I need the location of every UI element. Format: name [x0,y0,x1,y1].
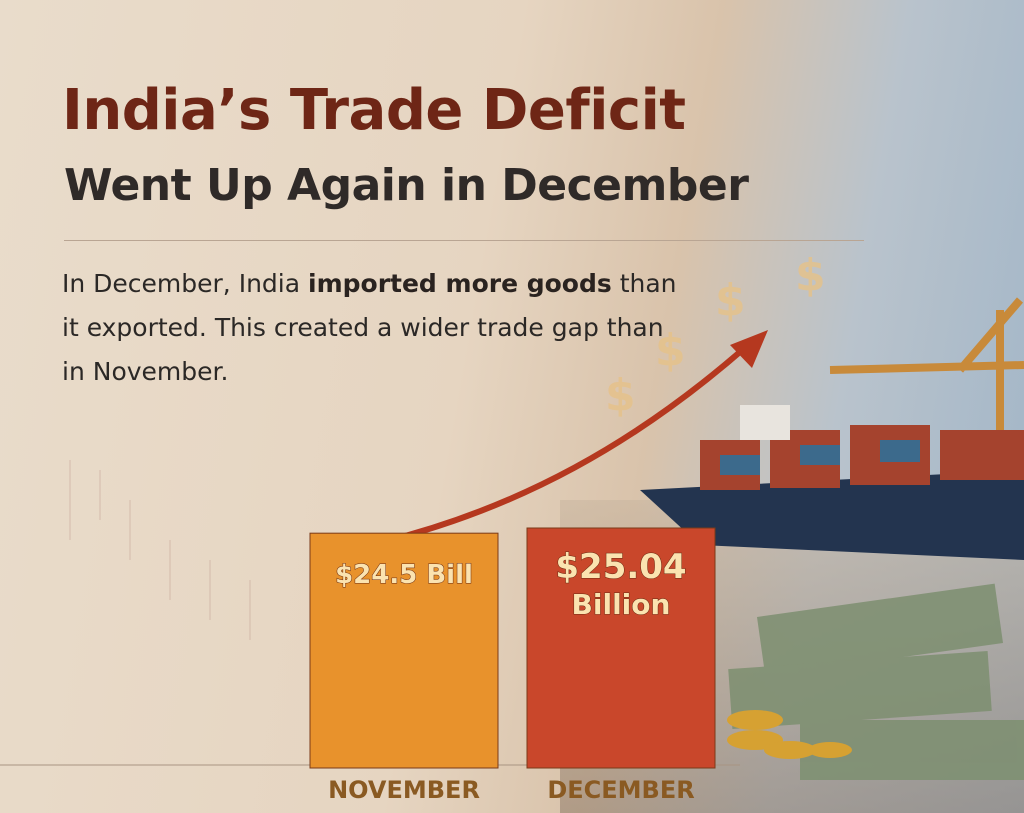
x-tick-label: DECEMBER [547,776,694,804]
description-text: In December, India [62,269,308,298]
svg-text:$: $ [715,275,746,326]
description: In December, India imported more goods t… [62,262,682,394]
divider [64,240,864,241]
description-emphasis: imported more goods [308,269,612,298]
svg-text:$: $ [795,250,826,301]
svg-text:$: $ [605,370,636,421]
value-label: $25.04 Billion [555,547,686,621]
svg-text:$: $ [655,325,686,376]
bar [526,527,716,769]
title: India’s Trade Deficit [62,78,686,143]
subtitle: Went Up Again in December [64,160,749,211]
x-tick-label: NOVEMBER [328,776,480,804]
value-label: $24.5 Bill [335,560,473,590]
description-text: than it exported. This created a wider t… [62,269,677,386]
bar [309,532,499,769]
